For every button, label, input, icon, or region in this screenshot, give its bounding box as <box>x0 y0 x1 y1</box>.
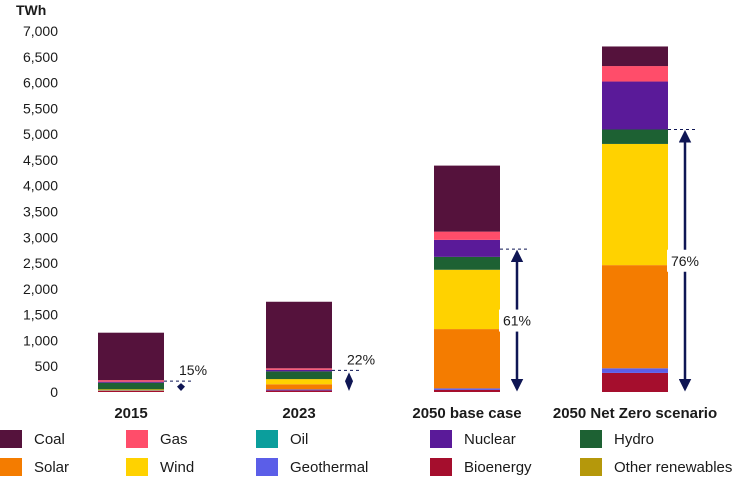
y-tick-label: 5,500 <box>23 100 58 116</box>
legend-swatch <box>126 458 148 476</box>
bar-segment-coal <box>602 46 668 67</box>
y-tick-label: 4,500 <box>23 152 58 168</box>
bar-segment-coal <box>266 301 332 369</box>
y-tick-label: 4,000 <box>23 178 58 194</box>
bar-segment-hydro <box>98 382 164 390</box>
legend-label: Geothermal <box>290 458 369 476</box>
stacked-bar-chart: TWh 7,000 6,500 6,000 5,500 5,000 4,500 4,000 3,… <box>16 2 717 422</box>
y-tick-label: 5,000 <box>23 126 58 142</box>
bar-segment-bioenergy <box>98 390 164 392</box>
x-category-label: 2050 Net Zero scenario <box>553 405 717 422</box>
bar-segment-solar <box>602 265 668 369</box>
legend-item: Gas <box>126 428 188 450</box>
legend-item: Nuclear <box>430 428 516 450</box>
y-tick-label: 2,500 <box>23 255 58 271</box>
bar-segment-geothermal <box>434 388 500 390</box>
y-tick-label: 3,500 <box>23 204 58 220</box>
share-percent-label: 15% <box>179 362 207 378</box>
bar-segment-solar <box>266 384 332 390</box>
share-percent-label: 76% <box>671 253 699 269</box>
share-percent-label: 22% <box>347 351 375 367</box>
legend-item: Coal <box>0 428 65 450</box>
bar-segment-gas <box>266 368 332 370</box>
bar-segment-gas <box>434 231 500 240</box>
share-percent-label: 61% <box>503 313 531 329</box>
bar-segment-nuclear <box>98 381 164 383</box>
bar-segment-coal <box>434 165 500 232</box>
legend-swatch <box>0 430 22 448</box>
legend-label: Coal <box>34 430 65 448</box>
x-category-label: 2050 base case <box>412 405 521 422</box>
legend-label: Solar <box>34 458 70 476</box>
legend-label: Nuclear <box>464 430 516 448</box>
share-arrow <box>345 372 353 391</box>
legend-label: Other renewables <box>614 458 733 476</box>
bar-segment-nuclear <box>266 369 332 372</box>
bar-segment-wind <box>98 389 164 391</box>
bar-segment-geothermal <box>98 390 164 391</box>
y-tick-label: 2,000 <box>23 281 58 297</box>
legend-swatch <box>256 430 278 448</box>
y-tick-label: 1,000 <box>23 332 58 348</box>
share-label-bg <box>667 249 703 272</box>
y-axis-unit-label: TWh <box>16 2 46 18</box>
legend-item: Hydro <box>580 428 654 450</box>
legend-label: Gas <box>160 430 188 448</box>
legend-item: Oil <box>256 428 308 450</box>
bar-segment-coal <box>98 332 164 381</box>
y-tick-label: 7,000 <box>23 23 58 39</box>
legend-label: Hydro <box>614 430 655 448</box>
bar-segment-hydro <box>266 371 332 380</box>
bar-segment-solar <box>434 329 500 389</box>
x-category-label: 2023 <box>282 405 315 422</box>
bar-segment-wind <box>602 143 668 266</box>
bar-segment-wind <box>266 379 332 385</box>
bar-segment-bioenergy <box>602 372 668 392</box>
share-label-bg <box>499 309 535 332</box>
legend-item: Wind <box>126 456 194 478</box>
share-arrow <box>177 383 185 391</box>
bar-segment-gas <box>602 66 668 82</box>
legend-swatch <box>430 430 452 448</box>
bar-segment-bioenergy <box>266 390 332 392</box>
legend-item: Solar <box>0 456 69 478</box>
legend-swatch <box>0 458 22 476</box>
legend-item: Geothermal <box>256 456 368 478</box>
x-category-label: 2015 <box>114 405 147 422</box>
legend-swatch <box>430 458 452 476</box>
bar-segment-geothermal <box>266 389 332 391</box>
y-tick-label: 0 <box>50 384 58 400</box>
legend-item: Other renewables <box>580 456 732 478</box>
y-tick-label: 500 <box>35 358 59 374</box>
bar-segment-wind <box>434 269 500 330</box>
y-tick-label: 6,000 <box>23 75 58 91</box>
bar-segment-nuclear <box>434 239 500 257</box>
bar-segment-hydro <box>434 256 500 270</box>
y-tick-label: 1,500 <box>23 307 58 323</box>
legend-label: Oil <box>290 430 309 448</box>
legend: Coal Gas Oil Nuclear Hydro Solar Wind Geotherma… <box>0 426 748 480</box>
bar-segment-bioenergy <box>434 389 500 392</box>
legend-swatch <box>256 458 278 476</box>
bar-segment-geothermal <box>602 368 668 373</box>
legend-item: Bioenergy <box>430 456 532 478</box>
legend-label: Bioenergy <box>464 458 532 476</box>
legend-swatch <box>126 430 148 448</box>
legend-swatch <box>580 430 602 448</box>
y-tick-label: 6,500 <box>23 49 58 65</box>
bar-segment-nuclear <box>602 81 668 130</box>
legend-swatch <box>580 458 602 476</box>
y-tick-label: 3,000 <box>23 229 58 245</box>
bar-segment-hydro <box>602 129 668 144</box>
bar-segment-gas <box>98 380 164 382</box>
legend-label: Wind <box>160 458 195 476</box>
